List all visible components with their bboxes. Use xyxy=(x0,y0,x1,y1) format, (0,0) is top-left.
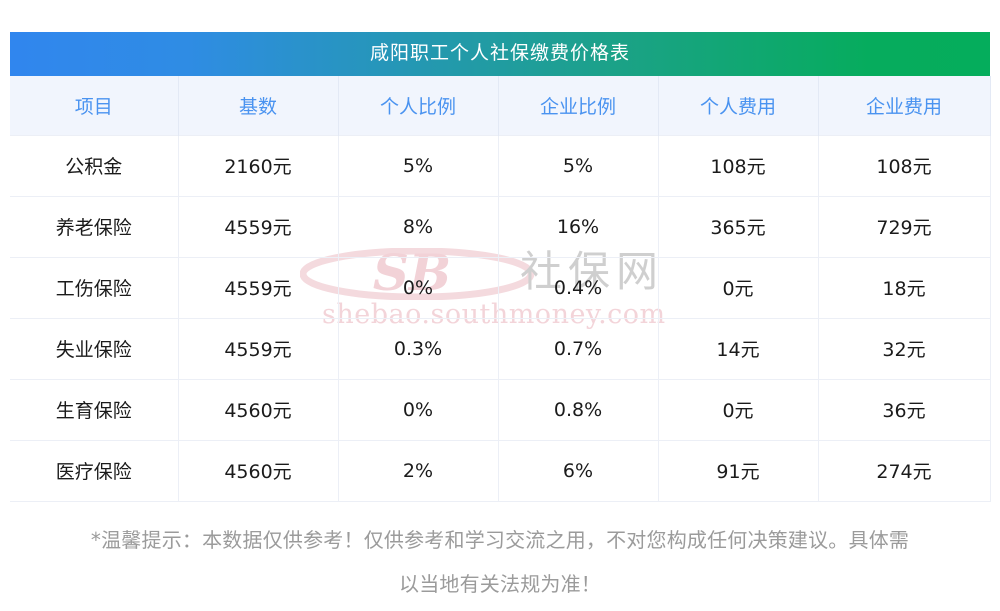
cell-personal-fee: 91元 xyxy=(658,439,819,502)
cell-personal-rate: 8% xyxy=(338,195,499,257)
cell-item: 失业保险 xyxy=(10,317,179,379)
footnote-line-2: 以当地有关法规为准！ xyxy=(399,572,601,596)
cell-base: 4560元 xyxy=(178,439,339,502)
cell-personal-fee: 365元 xyxy=(658,195,819,257)
cell-base: 4560元 xyxy=(178,378,339,440)
cell-personal-fee: 0元 xyxy=(658,378,819,440)
cell-personal-rate: 2% xyxy=(338,439,499,502)
cell-item: 生育保险 xyxy=(10,378,179,440)
table-row: 工伤保险 4559元 0% 0.4% 0元 18元 xyxy=(10,256,991,318)
column-header-personal-rate: 个人比例 xyxy=(338,76,499,135)
cell-company-rate: 0.8% xyxy=(498,378,659,440)
footnote-line-1: *温馨提示：本数据仅供参考！仅供参考和学习交流之用，不对您构成任何决策建议。具体… xyxy=(90,528,910,552)
cell-company-fee: 108元 xyxy=(818,134,991,196)
cell-company-rate: 5% xyxy=(498,134,659,196)
table-header-row: 项目 基数 个人比例 企业比例 个人费用 企业费用 xyxy=(10,76,991,135)
table-row: 失业保险 4559元 0.3% 0.7% 14元 32元 xyxy=(10,317,991,379)
price-table-container: 咸阳职工个人社保缴费价格表 项目 基数 个人比例 企业比例 个人费用 企业费用 xyxy=(10,32,991,502)
cell-company-fee: 32元 xyxy=(818,317,991,379)
cell-personal-rate: 0% xyxy=(338,378,499,440)
column-header-personal-fee: 个人费用 xyxy=(658,76,819,135)
social-insurance-price-table: 项目 基数 个人比例 企业比例 个人费用 企业费用 公积金 2160元 5% 5… xyxy=(10,76,991,502)
cell-personal-rate: 0.3% xyxy=(338,317,499,379)
cell-base: 4559元 xyxy=(178,317,339,379)
column-header-base: 基数 xyxy=(178,76,339,135)
cell-company-fee: 36元 xyxy=(818,378,991,440)
table-row: 养老保险 4559元 8% 16% 365元 729元 xyxy=(10,195,991,257)
table-body: 公积金 2160元 5% 5% 108元 108元 养老保险 4559元 8% … xyxy=(10,134,991,502)
cell-item: 公积金 xyxy=(10,134,179,196)
page-title: 咸阳职工个人社保缴费价格表 xyxy=(369,43,630,64)
cell-company-rate: 16% xyxy=(498,195,659,257)
cell-company-fee: 18元 xyxy=(818,256,991,318)
column-header-company-rate: 企业比例 xyxy=(498,76,659,135)
cell-base: 2160元 xyxy=(178,134,339,196)
cell-personal-rate: 5% xyxy=(338,134,499,196)
table-title-bar: 咸阳职工个人社保缴费价格表 xyxy=(10,32,990,76)
cell-base: 4559元 xyxy=(178,256,339,318)
cell-personal-fee: 108元 xyxy=(658,134,819,196)
cell-personal-rate: 0% xyxy=(338,256,499,318)
table-row: 公积金 2160元 5% 5% 108元 108元 xyxy=(10,134,991,196)
cell-company-rate: 0.4% xyxy=(498,256,659,318)
cell-base: 4559元 xyxy=(178,195,339,257)
table-head: 项目 基数 个人比例 企业比例 个人费用 企业费用 xyxy=(10,76,991,135)
footnote: *温馨提示：本数据仅供参考！仅供参考和学习交流之用，不对您构成任何决策建议。具体… xyxy=(0,518,1000,606)
column-header-item: 项目 xyxy=(10,76,179,135)
table-row: 生育保险 4560元 0% 0.8% 0元 36元 xyxy=(10,378,991,440)
cell-company-rate: 0.7% xyxy=(498,317,659,379)
cell-personal-fee: 0元 xyxy=(658,256,819,318)
cell-company-fee: 729元 xyxy=(818,195,991,257)
cell-company-fee: 274元 xyxy=(818,439,991,502)
column-header-company-fee: 企业费用 xyxy=(818,76,991,135)
cell-personal-fee: 14元 xyxy=(658,317,819,379)
table-row: 医疗保险 4560元 2% 6% 91元 274元 xyxy=(10,439,991,502)
cell-item: 养老保险 xyxy=(10,195,179,257)
cell-company-rate: 6% xyxy=(498,439,659,502)
cell-item: 工伤保险 xyxy=(10,256,179,318)
cell-item: 医疗保险 xyxy=(10,439,179,502)
